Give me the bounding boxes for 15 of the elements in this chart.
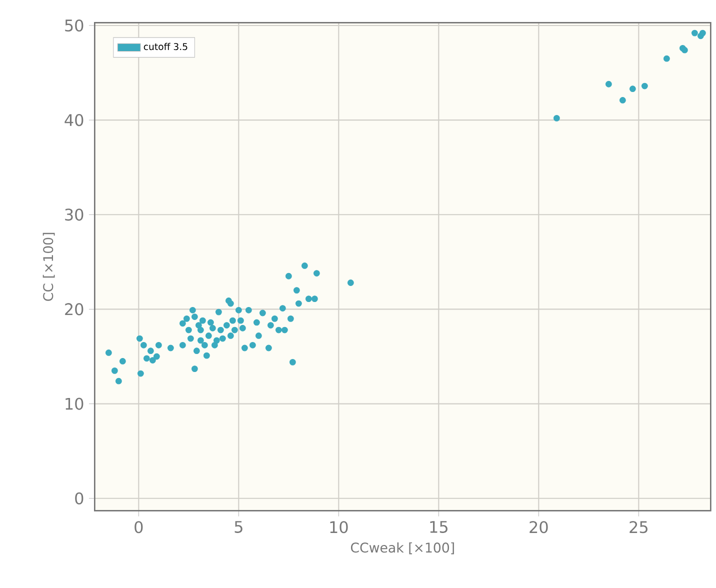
y-tick-label: 30 [65,208,84,221]
x-tick-label: 25 [630,521,648,534]
x-tick-label: 10 [330,521,348,534]
y-tick-label: 10 [66,398,84,410]
x-axis-title: CCweak [×100] [350,542,454,554]
y-tick-label: 50 [65,19,84,32]
y-axis-title: CC [×100] [42,232,55,301]
legend-label: cutoff 3.5 [144,42,188,50]
x-tick-label: 5 [234,521,242,533]
x-tick-label: 0 [134,521,143,534]
y-tick-label: 40 [64,114,84,126]
x-tick-label: 15 [430,521,448,533]
x-tick-label: 20 [530,521,548,534]
y-tick-label: 20 [65,303,84,316]
y-tick-label: 0 [75,492,84,504]
